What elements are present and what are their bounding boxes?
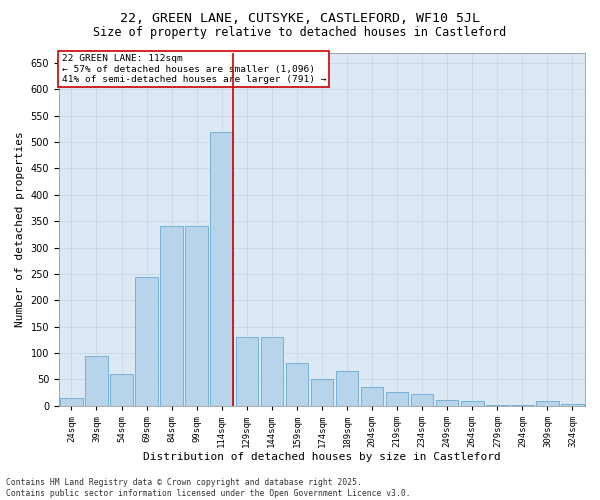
Text: 22, GREEN LANE, CUTSYKE, CASTLEFORD, WF10 5JL: 22, GREEN LANE, CUTSYKE, CASTLEFORD, WF1… — [120, 12, 480, 24]
Bar — [561, 404, 584, 406]
Bar — [361, 387, 383, 406]
Text: 22 GREEN LANE: 112sqm
← 57% of detached houses are smaller (1,096)
41% of semi-d: 22 GREEN LANE: 112sqm ← 57% of detached … — [62, 54, 326, 84]
Bar — [511, 404, 533, 406]
Bar — [260, 337, 283, 406]
Bar — [461, 402, 484, 406]
Bar — [185, 226, 208, 406]
Bar — [536, 402, 559, 406]
Bar — [236, 337, 258, 406]
Y-axis label: Number of detached properties: Number of detached properties — [15, 131, 25, 327]
Bar — [211, 132, 233, 406]
Bar — [110, 374, 133, 406]
Text: Contains HM Land Registry data © Crown copyright and database right 2025.
Contai: Contains HM Land Registry data © Crown c… — [6, 478, 410, 498]
Text: Size of property relative to detached houses in Castleford: Size of property relative to detached ho… — [94, 26, 506, 39]
Bar — [60, 398, 83, 406]
Bar — [336, 372, 358, 406]
Bar — [311, 380, 333, 406]
Bar — [136, 276, 158, 406]
Bar — [486, 404, 509, 406]
Bar — [85, 356, 108, 406]
Bar — [160, 226, 183, 406]
Bar — [411, 394, 433, 406]
Bar — [386, 392, 409, 406]
X-axis label: Distribution of detached houses by size in Castleford: Distribution of detached houses by size … — [143, 452, 501, 462]
Bar — [436, 400, 458, 406]
Bar — [286, 364, 308, 406]
